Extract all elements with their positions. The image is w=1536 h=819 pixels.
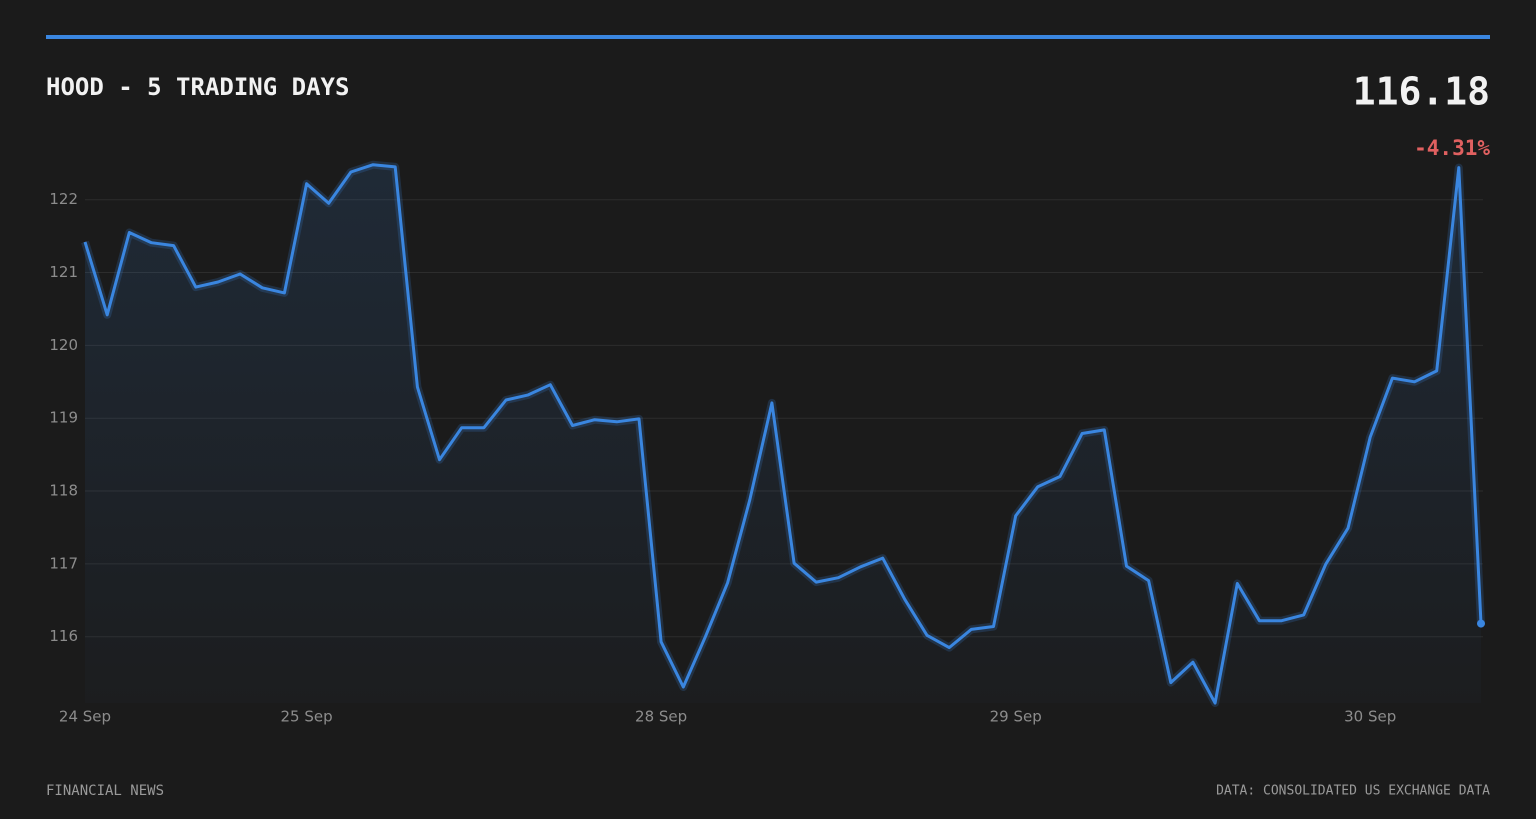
y-tick-label: 122 <box>49 190 78 208</box>
x-tick-label: 25 Sep <box>281 708 333 726</box>
line <box>83 163 1483 705</box>
y-tick-label: 117 <box>49 554 78 572</box>
y-tick-label: 116 <box>49 627 78 645</box>
x-tick-label: 29 Sep <box>990 708 1042 726</box>
y-tick-label: 118 <box>49 482 78 500</box>
x-tick-label: 28 Sep <box>635 708 687 726</box>
chart-title: HOOD - 5 TRADING DAYS <box>46 73 349 101</box>
change: -4.31% <box>1414 136 1490 160</box>
footer-right: DATA: CONSOLIDATED US EXCHANGE DATA <box>1216 784 1490 799</box>
accent-bar <box>46 35 1490 39</box>
footer-left: FINANCIAL NEWS <box>46 783 164 799</box>
area <box>85 164 1481 703</box>
x-tick-label: 24 Sep <box>59 708 111 726</box>
y-tick-label: 119 <box>49 409 78 427</box>
y-tick-label: 121 <box>49 263 78 281</box>
y-tick-label: 120 <box>49 336 78 354</box>
last-point <box>1477 619 1485 628</box>
price: 116.18 <box>1353 70 1490 114</box>
x-tick-label: 30 Sep <box>1344 708 1396 726</box>
